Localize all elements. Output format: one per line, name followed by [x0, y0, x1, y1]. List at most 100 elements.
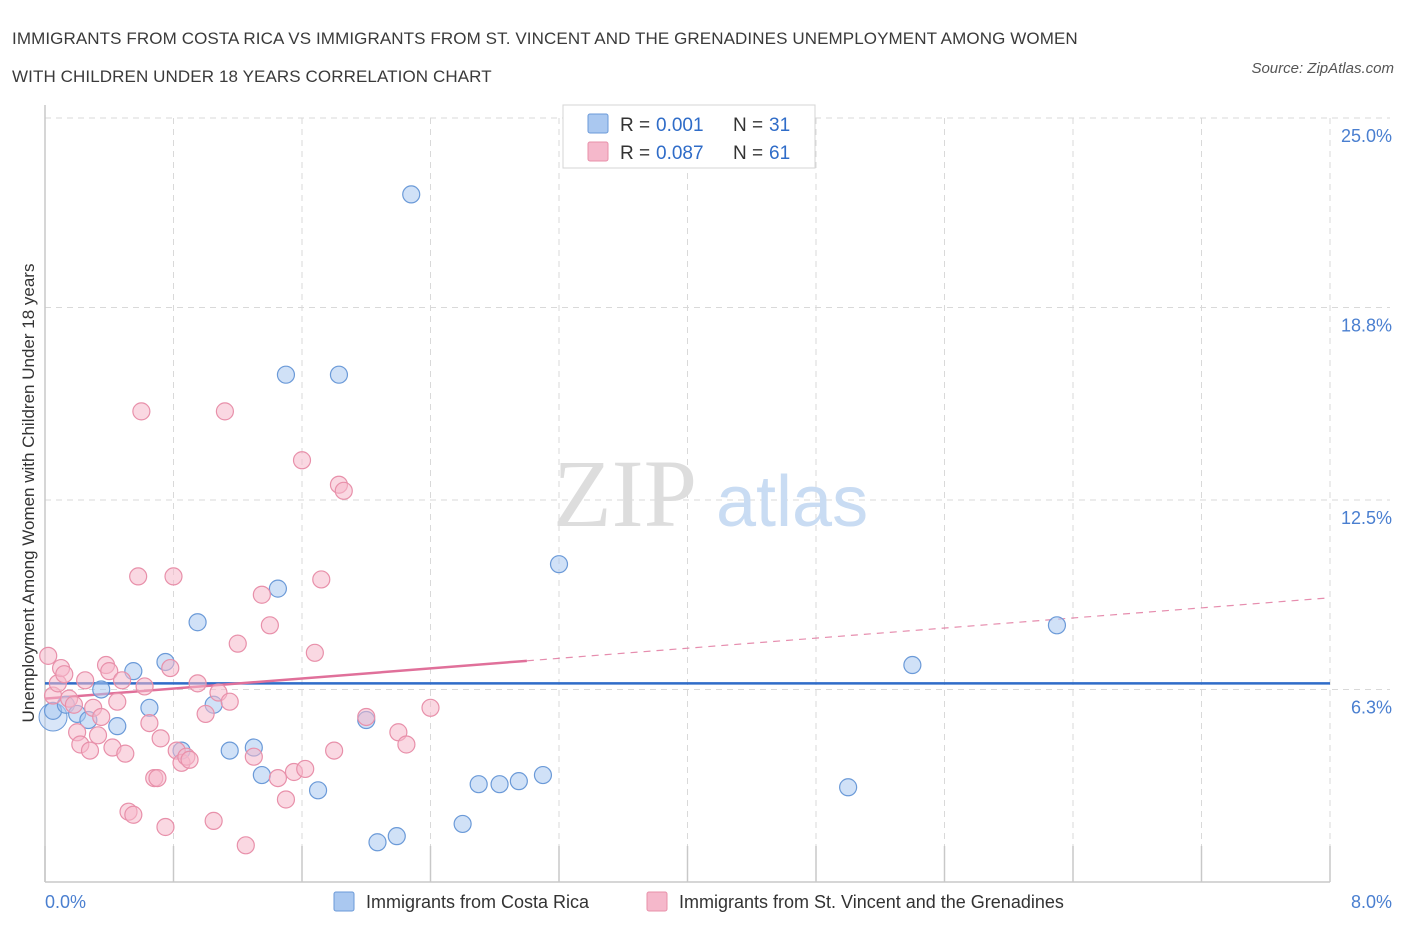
point-costa-rica-15[interactable] [268, 579, 288, 598]
y-tick-label-0: 6.3% [1351, 697, 1392, 717]
point-costa-rica-24[interactable] [469, 775, 488, 794]
point-st-vincent-10[interactable] [80, 741, 100, 760]
chart-title-line-1: IMMIGRANTS FROM COSTA RICA VS IMMIGRANTS… [12, 29, 1078, 48]
point-st-vincent-0[interactable] [39, 646, 58, 665]
x-tick-label-1: 8.0% [1351, 892, 1392, 912]
trend-line-dashed-st-vincent [526, 597, 1331, 662]
point-st-vincent-38[interactable] [204, 811, 223, 830]
point-costa-rica-23[interactable] [453, 814, 472, 834]
stats-n-label-costa-rica: N = [733, 115, 763, 136]
point-st-vincent-56[interactable] [334, 481, 353, 500]
stats-legend-box: R = 0.001 N = 31 R = 0.087 N = 61 [562, 104, 816, 169]
point-st-vincent-35[interactable] [180, 750, 199, 769]
point-st-vincent-59[interactable] [397, 735, 416, 754]
y-tick-label-3: 25.0% [1341, 126, 1392, 146]
point-st-vincent-24[interactable] [135, 677, 154, 696]
point-st-vincent-17[interactable] [108, 692, 127, 711]
watermark-zip: ZIP [553, 440, 697, 547]
point-costa-rica-21[interactable] [387, 827, 406, 846]
point-costa-rica-30[interactable] [903, 655, 922, 675]
point-st-vincent-18[interactable] [112, 671, 132, 690]
chart-title: IMMIGRANTS FROM COSTA RICA VS IMMIGRANTS… [12, 20, 1212, 96]
tick-labels: 6.3% 12.5% 18.8% 25.0% 0.0% 8.0% [45, 126, 1392, 912]
stats-n-label-st-vincent: N = [733, 143, 763, 164]
point-st-vincent-21[interactable] [124, 805, 143, 824]
point-st-vincent-19[interactable] [116, 744, 135, 763]
legend-label-st-vincent[interactable]: Immigrants from St. Vincent and the Gren… [679, 892, 1064, 912]
point-costa-rica-7[interactable] [140, 698, 159, 717]
point-st-vincent-51[interactable] [296, 759, 315, 779]
point-st-vincent-28[interactable] [151, 729, 170, 748]
stats-n-value-st-vincent: 61 [769, 143, 790, 164]
stats-n-value-costa-rica: 31 [769, 115, 790, 136]
x-tick-label-0: 0.0% [45, 892, 86, 912]
point-st-vincent-45[interactable] [252, 585, 271, 604]
point-costa-rica-5[interactable] [108, 717, 127, 736]
point-st-vincent-41[interactable] [220, 692, 239, 711]
point-st-vincent-30[interactable] [161, 658, 180, 678]
point-st-vincent-53[interactable] [312, 570, 331, 589]
point-st-vincent-42[interactable] [228, 634, 247, 653]
point-costa-rica-12[interactable] [220, 741, 239, 760]
point-st-vincent-46[interactable] [260, 616, 279, 635]
legend-swatch-st-vincent[interactable] [646, 891, 668, 912]
point-st-vincent-4[interactable] [55, 665, 74, 684]
watermark-atlas: atlas [716, 462, 868, 542]
bottom-legend: Immigrants from Costa Rica Immigrants fr… [333, 891, 1064, 912]
point-costa-rica-31[interactable] [1047, 616, 1067, 635]
point-costa-rica-18[interactable] [329, 365, 349, 384]
y-axis-label: Unemployment Among Women with Children U… [19, 264, 38, 723]
point-costa-rica-20[interactable] [368, 833, 387, 852]
point-costa-rica-16[interactable] [276, 365, 296, 384]
point-st-vincent-31[interactable] [164, 567, 183, 586]
point-st-vincent-27[interactable] [148, 768, 167, 788]
point-st-vincent-6[interactable] [64, 695, 84, 714]
stats-r-label-costa-rica: R = [620, 115, 650, 136]
trend-line-st-vincent [44, 659, 527, 700]
point-st-vincent-29[interactable] [156, 817, 175, 837]
point-st-vincent-44[interactable] [244, 747, 263, 766]
point-costa-rica-17[interactable] [308, 781, 328, 800]
point-st-vincent-43[interactable] [236, 836, 255, 855]
point-st-vincent-48[interactable] [276, 790, 296, 809]
legend-swatch-costa-rica[interactable] [333, 891, 355, 912]
point-st-vincent-50[interactable] [292, 451, 312, 470]
point-st-vincent-15[interactable] [100, 662, 119, 681]
point-costa-rica-4[interactable] [92, 680, 111, 699]
point-st-vincent-60[interactable] [421, 698, 440, 717]
y-tick-label-2: 18.8% [1341, 315, 1392, 335]
point-st-vincent-23[interactable] [132, 402, 151, 421]
point-st-vincent-36[interactable] [188, 674, 207, 693]
point-st-vincent-12[interactable] [88, 726, 108, 745]
trend-lines [44, 597, 1331, 700]
point-costa-rica-27[interactable] [533, 765, 553, 785]
point-st-vincent-13[interactable] [92, 707, 111, 727]
source-credit: Source: ZipAtlas.com [1251, 60, 1394, 77]
axes [44, 105, 1331, 883]
stats-r-label-st-vincent: R = [620, 143, 650, 164]
point-st-vincent-47[interactable] [268, 768, 288, 788]
point-costa-rica-26[interactable] [509, 772, 528, 791]
point-costa-rica-14[interactable] [252, 765, 271, 785]
point-st-vincent-9[interactable] [76, 671, 95, 690]
point-costa-rica-22[interactable] [402, 185, 421, 204]
point-st-vincent-54[interactable] [325, 741, 344, 760]
stats-swatch-costa-rica [587, 113, 609, 134]
point-costa-rica-28[interactable] [549, 555, 569, 574]
point-st-vincent-40[interactable] [215, 402, 234, 421]
stats-r-value-costa-rica: 0.001 [656, 115, 704, 136]
point-st-vincent-52[interactable] [305, 643, 324, 662]
y-tick-label-1: 12.5% [1341, 508, 1392, 528]
stats-r-value-st-vincent: 0.087 [656, 143, 704, 164]
point-st-vincent-37[interactable] [196, 704, 215, 724]
chart-title-line-2: WITH CHILDREN UNDER 18 YEARS CORRELATION… [12, 67, 492, 86]
legend-label-costa-rica[interactable]: Immigrants from Costa Rica [366, 892, 590, 912]
stats-swatch-st-vincent [587, 141, 609, 162]
point-costa-rica-25[interactable] [490, 775, 509, 794]
point-st-vincent-25[interactable] [140, 713, 159, 733]
watermark: ZIP atlas [553, 440, 868, 547]
point-costa-rica-10[interactable] [188, 613, 207, 632]
point-costa-rica-29[interactable] [839, 778, 858, 797]
point-st-vincent-22[interactable] [129, 567, 148, 586]
point-st-vincent-57[interactable] [357, 707, 376, 727]
